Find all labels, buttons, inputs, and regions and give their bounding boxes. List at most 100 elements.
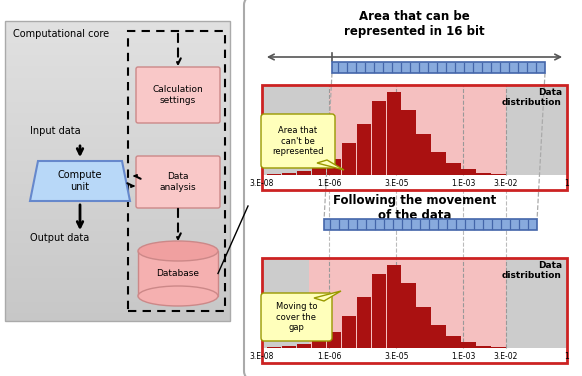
Bar [5, 140, 230, 141]
Bar [5, 37, 230, 38]
Bar [5, 269, 230, 270]
Bar [5, 169, 230, 170]
Bar [5, 247, 230, 248]
Bar [5, 240, 230, 241]
Bar [5, 263, 230, 264]
Bar [5, 281, 230, 282]
Bar [5, 187, 230, 188]
Text: 3.E-05: 3.E-05 [384, 352, 409, 361]
Bar [5, 284, 230, 285]
Bar [5, 219, 230, 220]
Bar [5, 305, 230, 306]
Bar [5, 110, 230, 111]
Bar [5, 162, 230, 163]
Bar [5, 309, 230, 310]
Bar [5, 195, 230, 196]
Bar [5, 124, 230, 125]
Bar [5, 86, 230, 87]
Bar [5, 151, 230, 152]
Bar [5, 186, 230, 187]
Bar [5, 197, 230, 198]
Bar [5, 249, 230, 250]
Bar [5, 248, 230, 249]
Bar [5, 66, 230, 67]
Bar [5, 152, 230, 153]
Bar [5, 293, 230, 294]
Bar [476, 346, 491, 348]
Bar [5, 157, 230, 158]
Bar [5, 123, 230, 124]
Bar [5, 51, 230, 52]
Bar [5, 112, 230, 113]
Bar [5, 303, 230, 304]
Bar [5, 231, 230, 232]
Bar [138, 251, 218, 296]
Bar [5, 216, 230, 217]
Bar [312, 168, 327, 175]
Bar [5, 98, 230, 99]
Bar [5, 64, 230, 65]
Bar [5, 194, 230, 195]
Bar [5, 256, 230, 257]
Bar [5, 92, 230, 93]
Bar [5, 116, 230, 117]
Bar [5, 202, 230, 203]
Bar [5, 134, 230, 135]
Bar [5, 260, 230, 261]
Text: 3.E-02: 3.E-02 [494, 179, 518, 188]
Bar [5, 276, 230, 277]
Bar [446, 164, 461, 175]
Bar [431, 325, 446, 348]
Text: 1.E-03: 1.E-03 [451, 179, 475, 188]
Bar [5, 250, 230, 251]
Bar [5, 316, 230, 317]
Bar [5, 130, 230, 131]
Bar [5, 206, 230, 207]
Text: Following the movement
of the data: Following the movement of the data [333, 194, 496, 222]
Bar [5, 67, 230, 68]
Bar [5, 203, 230, 204]
Bar [324, 219, 537, 230]
Bar [5, 81, 230, 82]
Bar [5, 259, 230, 260]
Bar [5, 127, 230, 128]
Bar [282, 346, 296, 348]
Bar [5, 228, 230, 229]
Bar [5, 171, 230, 172]
Bar [5, 119, 230, 120]
Bar [5, 287, 230, 288]
Bar [5, 205, 230, 206]
Bar [476, 173, 491, 175]
Bar [5, 262, 230, 263]
Bar [5, 211, 230, 212]
Bar [5, 244, 230, 245]
Bar [5, 230, 230, 231]
Bar [5, 282, 230, 283]
Bar [5, 185, 230, 186]
Bar [5, 97, 230, 98]
Bar [402, 111, 416, 175]
Bar [5, 239, 230, 240]
Bar [342, 316, 356, 348]
Bar [386, 92, 401, 175]
Bar [5, 59, 230, 60]
Text: Area that can be
represented in 16 bit: Area that can be represented in 16 bit [344, 10, 485, 38]
Bar [5, 111, 230, 112]
Bar [5, 56, 230, 57]
Bar [5, 261, 230, 262]
Bar [5, 234, 230, 235]
Bar [5, 43, 230, 44]
Bar [5, 115, 230, 116]
Bar [5, 132, 230, 133]
Bar [5, 179, 230, 180]
Bar [5, 246, 230, 247]
Bar [431, 152, 446, 175]
Bar [5, 310, 230, 311]
Bar [5, 91, 230, 92]
Bar [5, 271, 230, 272]
Bar [5, 312, 230, 313]
Bar [461, 343, 475, 348]
Bar [5, 176, 230, 177]
Bar [5, 40, 230, 41]
Bar [5, 22, 230, 23]
